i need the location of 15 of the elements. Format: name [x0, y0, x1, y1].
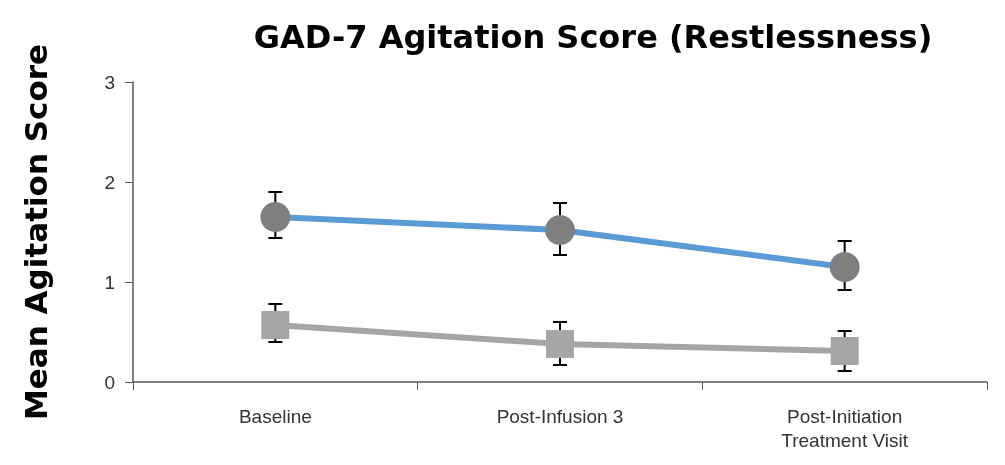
y-axis-title: Mean Agitation Score — [17, 43, 54, 421]
x-tick-label: Post-Initiation Treatment Visit — [781, 405, 909, 451]
y-tick-label: 3 — [104, 71, 115, 93]
point — [260, 202, 291, 232]
point — [829, 252, 860, 282]
point — [545, 215, 575, 245]
x-tick-label: Post-Infusion 3 — [496, 405, 624, 427]
point — [830, 337, 859, 365]
point — [546, 330, 574, 358]
y-tick-label: 0 — [104, 371, 115, 393]
y-tick-label: 1 — [104, 271, 115, 293]
point — [261, 311, 290, 339]
chart-title: GAD-7 Agitation Score (Restlessness) — [253, 18, 933, 56]
y-tick-label: 2 — [104, 171, 115, 193]
x-tick-label: Baseline — [238, 405, 312, 427]
